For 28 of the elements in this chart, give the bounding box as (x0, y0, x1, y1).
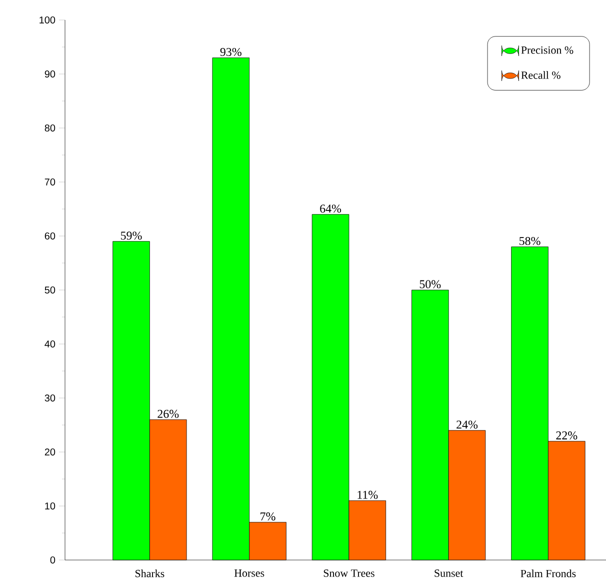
x-tick-label: Snow Trees (324, 570, 374, 577)
y-tick-label: 20 (44, 448, 56, 456)
legend-label: Recall % (521, 71, 560, 79)
y-tick-label: 10 (45, 502, 56, 510)
data-label: 7% (260, 512, 276, 520)
data-label: 11% (358, 490, 378, 499)
data-label: 58% (520, 236, 540, 246)
data-label: 64% (320, 204, 342, 213)
data-label: 59% (120, 232, 142, 240)
y-tick-label: 0 (50, 556, 56, 564)
legend-label: Precision % (521, 46, 574, 54)
x-tick-label: Palm Fronds (520, 570, 576, 578)
y-tick-label: 30 (44, 394, 56, 402)
data-label: 24% (456, 420, 478, 429)
x-tick-label: Sunset (434, 570, 464, 577)
y-tick-label: 50 (44, 286, 56, 294)
x-tick-label: Horses (234, 570, 264, 577)
y-tick-label: 80 (44, 124, 56, 132)
data-label: 26% (158, 410, 179, 418)
y-tick-label: 60 (44, 232, 56, 240)
data-label: 50% (420, 280, 441, 288)
data-label: 22% (556, 431, 578, 440)
y-tick-label: 90 (44, 70, 56, 78)
data-label: 93% (220, 48, 242, 56)
x-tick-label: Sharks (136, 570, 164, 578)
y-tick-label: 40 (44, 340, 56, 348)
y-tick-label: 100 (40, 16, 56, 24)
y-tick-label: 70 (44, 178, 56, 186)
